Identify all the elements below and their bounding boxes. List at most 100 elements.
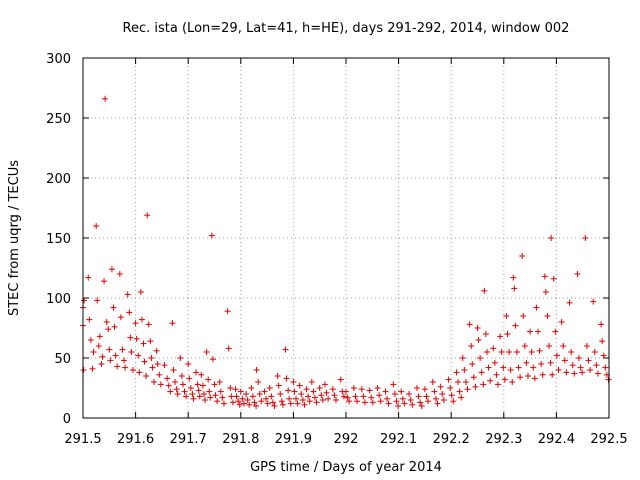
- data-point: [590, 298, 597, 305]
- data-point: [99, 353, 106, 360]
- data-point: [140, 340, 147, 347]
- data-point: [313, 399, 320, 406]
- data-point: [194, 381, 201, 388]
- data-point: [195, 387, 202, 394]
- x-tick-label: 291.9: [275, 432, 312, 447]
- data-point: [296, 382, 303, 389]
- data-point: [167, 388, 174, 395]
- data-point: [202, 397, 209, 403]
- x-tick-label: 292.3: [485, 432, 522, 447]
- data-point: [128, 349, 135, 355]
- data-point: [321, 381, 328, 388]
- data-point: [461, 367, 468, 373]
- data-point: [256, 391, 263, 397]
- data-point: [523, 359, 530, 366]
- x-tick-label: 292.5: [590, 432, 627, 447]
- data-point: [447, 385, 454, 391]
- data-point: [169, 320, 176, 327]
- data-point: [528, 349, 535, 355]
- x-tick-label: 291.6: [117, 432, 154, 447]
- data-point: [385, 400, 392, 407]
- data-point: [149, 364, 156, 371]
- data-point: [179, 381, 186, 388]
- data-point: [538, 361, 545, 367]
- data-point: [453, 369, 460, 376]
- data-point: [390, 381, 397, 388]
- data-point: [469, 361, 476, 367]
- data-point: [374, 385, 381, 391]
- data-point: [500, 364, 507, 371]
- data-point: [106, 346, 113, 353]
- data-point: [193, 369, 200, 376]
- data-point: [147, 338, 154, 345]
- data-point: [85, 274, 92, 281]
- data-point: [240, 400, 247, 407]
- data-point: [495, 381, 502, 388]
- data-point: [568, 349, 575, 355]
- data-point: [137, 289, 144, 295]
- data-point: [308, 379, 315, 385]
- data-point: [507, 367, 514, 373]
- data-point: [133, 335, 140, 342]
- x-tick-label: 291.8: [222, 432, 259, 447]
- data-point: [266, 385, 273, 391]
- grid-lines: [83, 58, 609, 418]
- data-point: [264, 400, 271, 407]
- data-point: [475, 337, 482, 343]
- data-point: [80, 367, 87, 373]
- data-point: [174, 391, 181, 397]
- data-point: [493, 371, 500, 378]
- x-tick-label: 292.4: [538, 432, 575, 447]
- data-point: [431, 388, 438, 395]
- data-point: [605, 376, 612, 383]
- data-point: [560, 343, 567, 349]
- data-point: [294, 400, 301, 407]
- data-point: [478, 369, 485, 376]
- y-tick-label: 200: [46, 172, 71, 187]
- data-point: [237, 388, 244, 395]
- data-point: [598, 321, 605, 328]
- data-point: [401, 400, 408, 407]
- data-point: [235, 398, 242, 405]
- data-point: [600, 352, 607, 359]
- data-point: [236, 401, 243, 408]
- data-point: [219, 394, 226, 401]
- data-point: [337, 376, 344, 383]
- data-point: [154, 361, 161, 367]
- data-point: [423, 393, 430, 400]
- data-point: [599, 338, 606, 345]
- data-point: [190, 395, 197, 402]
- data-point: [112, 352, 119, 359]
- data-point: [358, 386, 365, 393]
- data-point: [268, 393, 275, 400]
- data-point: [316, 385, 323, 391]
- data-point: [275, 382, 282, 389]
- data-point: [406, 391, 413, 397]
- data-point: [329, 386, 336, 393]
- data-point: [325, 395, 332, 402]
- data-point: [248, 385, 255, 391]
- data-point: [583, 343, 590, 349]
- data-point: [331, 392, 338, 399]
- data-point: [571, 370, 578, 377]
- data-point: [520, 313, 527, 319]
- data-point: [105, 326, 112, 333]
- data-point: [439, 391, 446, 397]
- data-point: [116, 271, 123, 277]
- data-point: [533, 304, 540, 311]
- data-point: [211, 381, 218, 388]
- data-point: [517, 374, 524, 381]
- data-point: [108, 266, 115, 273]
- data-point: [89, 365, 96, 372]
- data-point: [246, 401, 253, 408]
- data-point: [490, 345, 497, 352]
- data-point: [558, 319, 565, 325]
- data-point: [487, 377, 494, 384]
- data-point: [143, 373, 150, 379]
- data-point: [319, 397, 326, 403]
- data-point: [354, 398, 361, 405]
- data-point: [161, 362, 168, 369]
- data-point: [205, 376, 212, 383]
- y-tick-label: 300: [46, 52, 71, 67]
- data-point: [409, 401, 416, 408]
